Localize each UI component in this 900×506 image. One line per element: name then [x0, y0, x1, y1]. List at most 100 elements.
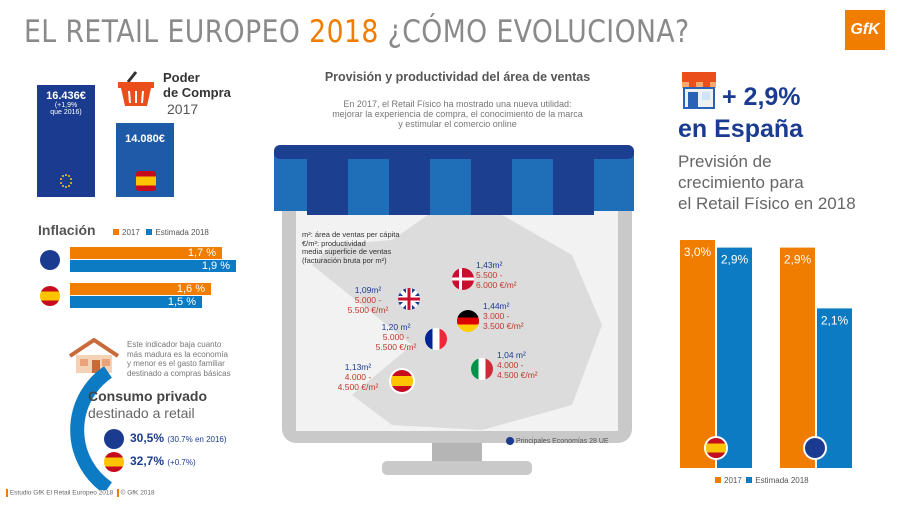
fr-flag-icon	[425, 328, 447, 350]
legend-2017-swatch	[715, 477, 721, 483]
consumption-title-line1: Consumo privado	[88, 388, 208, 404]
growth-desc-line2: crecimiento para	[678, 173, 804, 192]
title-part2: ¿CÓMO EVOLUCIONA?	[378, 14, 690, 50]
fr-m2: 1,20 m²	[381, 322, 411, 332]
eu-purchasing-note2: que 2016)	[50, 109, 82, 116]
legend-eur-line3: (facturación bruta por m²)	[302, 255, 387, 265]
center-intro-line2: mejorar la experiencia de compra, el con…	[332, 109, 583, 119]
consumption-note-line1: Este indicador baja cuanto	[127, 340, 222, 349]
growth-bar-label-1-0: 2,9%	[784, 253, 812, 267]
center-legend: m²: área de ventas per cápita €/m²: prod…	[302, 230, 400, 265]
es-flag-icon	[136, 171, 156, 191]
purchasing-power-year: 2017	[167, 101, 199, 117]
legend-2018-label: Estimada 2018	[155, 228, 209, 237]
title-year: 2018	[309, 14, 379, 50]
center-heading: Provisión y productividad del área de ve…	[324, 70, 591, 84]
es-purchasing-value: 14.080€	[125, 133, 165, 145]
eu-consumption-value: 30,5% (30.7% en 2016)	[130, 431, 227, 445]
eu-dot-icon	[506, 437, 514, 445]
eu-purchasing-value: 16.436€	[46, 90, 86, 102]
dk-range1: 5.500 -	[476, 270, 503, 280]
purchasing-heading-line1: Poder	[163, 70, 200, 85]
growth-description: Previsión de crecimiento para el Retail …	[678, 151, 856, 214]
growth-bar-label-0-0: 3,0%	[684, 245, 712, 259]
footer: Estudio GfK El Retail Europeo 2018 © GfK…	[6, 489, 155, 497]
footer-source: Estudio GfK El Retail Europeo 2018	[9, 489, 114, 497]
es-flag-icon	[706, 438, 726, 458]
growth-bar-0-0	[680, 240, 715, 468]
title-part1: EL RETAIL EUROPEO	[24, 14, 310, 50]
eu-purchasing-power-box: 16.436€ (+1,9% que 2016)	[37, 85, 95, 197]
fr-range1: 5.000 -	[382, 332, 410, 342]
es-m2: 1,13m²	[344, 362, 372, 372]
legend-2017-label: 2017	[724, 476, 742, 485]
es-flag-icon	[391, 370, 413, 392]
growth-country: en España	[678, 115, 804, 143]
store-monitor	[272, 145, 642, 485]
inflation-legend: 2017 Estimada 2018	[113, 228, 209, 237]
consumption-title: Consumo privado destinado a retail	[88, 388, 207, 422]
shop-icon	[679, 70, 719, 110]
legend-2017-label: 2017	[122, 228, 140, 237]
consumption-note: Este indicador baja cuanto más madura es…	[127, 340, 231, 378]
dk-m2: 1,43m²	[476, 260, 503, 270]
de-flag-icon	[457, 310, 479, 332]
legend-eur-line1: €/m²: productividad	[302, 238, 366, 248]
eu-purchasing-note1: (+1,9%	[54, 102, 78, 109]
gfk-logo: GfK	[845, 10, 885, 50]
footer-copyright: © GfK 2018	[120, 489, 155, 497]
es-consumption-pct: 32,7%	[130, 454, 165, 468]
growth-desc-line3: el Retail Físico en 2018	[678, 194, 856, 213]
eu-flag-icon	[104, 429, 124, 449]
consumption-ring	[30, 360, 210, 494]
uk-m2: 1,09m²	[354, 285, 382, 295]
legend-2017-swatch	[113, 229, 119, 235]
es-stat: 1,13m² 4.000 - 4.500 €/m²	[330, 362, 386, 392]
consumption-note-line4: destinado a compras básicas	[127, 368, 231, 378]
legend-2018-swatch	[146, 229, 153, 235]
legend-m2: m²: área de ventas per cápita	[302, 230, 400, 239]
es-range2: 4.500 €/m²	[337, 382, 379, 392]
eu-flag-icon	[40, 250, 60, 270]
inflation-title: Inflación	[38, 222, 96, 238]
de-m2: 1,44m²	[483, 301, 510, 311]
it-range1: 4.000 -	[497, 360, 524, 370]
eu-inflation-2017-bar: 1,7 %	[70, 247, 222, 259]
basket-icon	[116, 70, 156, 108]
es-consumption-note: (+0.7%)	[167, 458, 196, 467]
footer-bar-icon	[6, 489, 8, 497]
center-intro-line3: y estimular el comercio online	[398, 119, 517, 129]
consumption-note-line3: y menor es el gasto familiar	[127, 359, 225, 368]
growth-bar-1-0	[780, 247, 815, 468]
purchasing-heading-line2: de Compra	[163, 85, 231, 100]
page-title: EL RETAIL EUROPEO 2018 ¿CÓMO EVOLUCIONA?	[24, 14, 690, 50]
growth-value: + 2,9%	[722, 83, 801, 111]
uk-range2: 5.500 €/m²	[347, 305, 389, 315]
es-range1: 4.000 -	[344, 372, 372, 382]
es-consumption-value: 32,7% (+0.7%)	[130, 454, 196, 468]
footer-divider-icon	[116, 489, 119, 497]
dk-range2: 6.000 €/m²	[476, 280, 517, 290]
eu-economies-note: Principales Economías 28 UE	[506, 437, 609, 445]
es-flag-icon	[104, 452, 124, 472]
growth-bar-0-1	[717, 247, 752, 468]
growth-desc-line1: Previsión de	[678, 152, 772, 171]
it-range2: 4.500 €/m²	[497, 370, 538, 380]
eu-flag-icon	[805, 438, 825, 458]
es-purchasing-power-box: 14.080€	[116, 123, 174, 197]
consumption-title-line2: destinado a retail	[88, 405, 195, 421]
it-stat: 1,04 m² 4.000 - 4.500 €/m²	[497, 350, 555, 380]
uk-stat: 1,09m² 5.000 - 5.500 €/m²	[340, 285, 396, 315]
uk-range1: 5.000 -	[354, 295, 382, 305]
growth-chart: 3,0% 2,9% 2,9% 2,1%	[675, 230, 875, 470]
de-stat: 1,44m² 3.000 - 3.500 €/m²	[483, 301, 541, 331]
eu-consumption-pct: 30,5%	[130, 431, 165, 445]
es-inflation-2017-bar: 1,6 %	[70, 283, 211, 295]
legend-2018-swatch	[746, 477, 753, 483]
growth-bar-label-0-1: 2,9%	[721, 253, 749, 267]
de-range1: 3.000 -	[483, 311, 510, 321]
center-intro-line1: En 2017, el Retail Físico ha mostrado un…	[343, 99, 572, 109]
eu-inflation-2018-bar: 1,9 %	[70, 260, 236, 272]
growth-legend: 2017 Estimada 2018	[715, 476, 809, 485]
eu-flag-icon	[56, 171, 76, 191]
